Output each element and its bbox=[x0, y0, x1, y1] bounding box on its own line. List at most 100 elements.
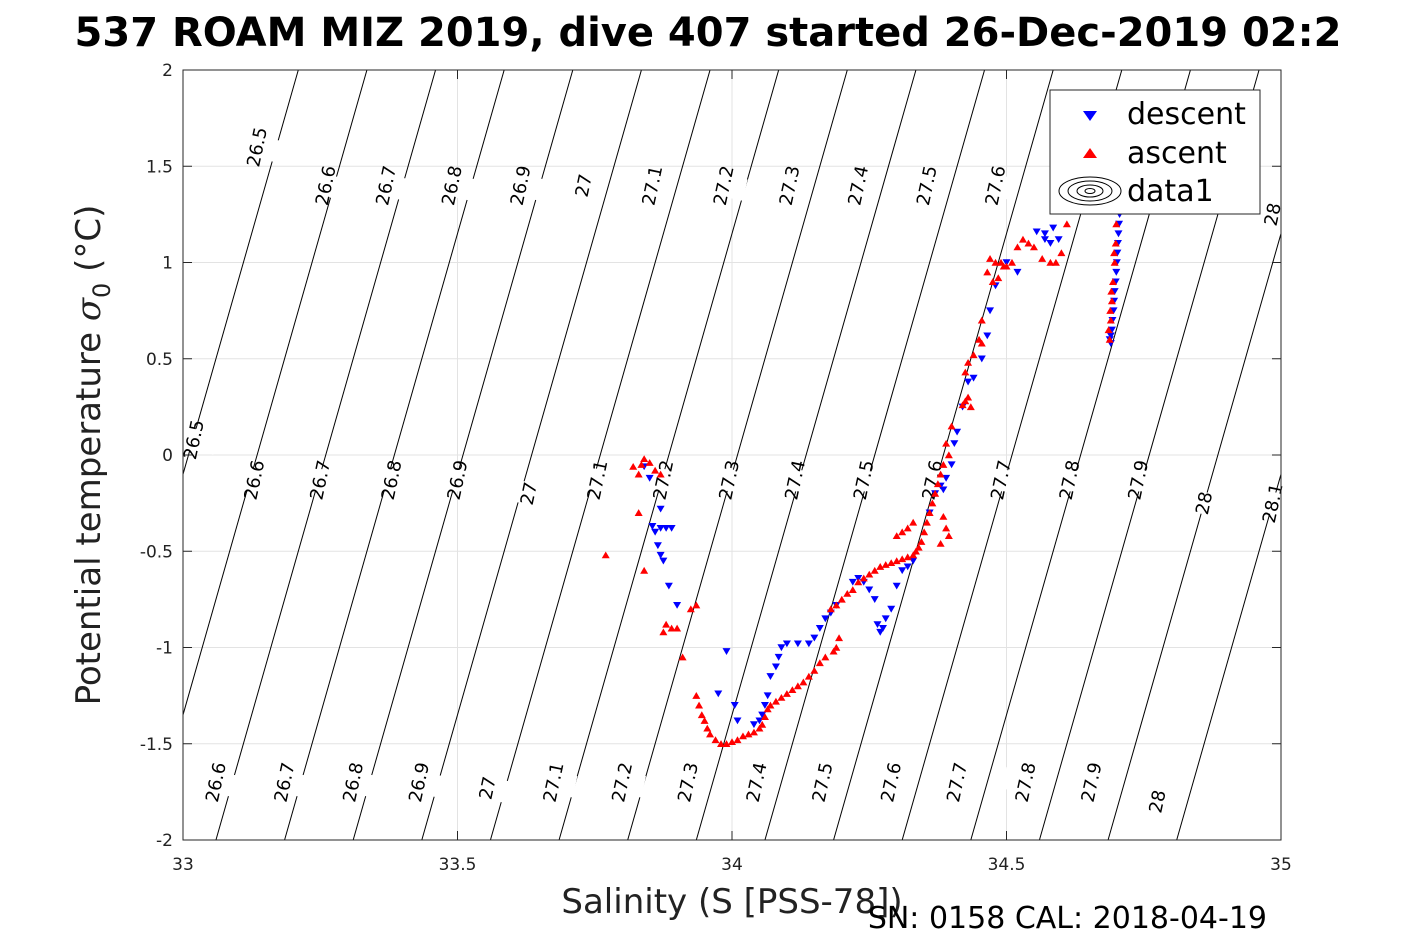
y-tick-label: -1.5 bbox=[140, 735, 173, 755]
descent-point bbox=[1106, 332, 1115, 340]
ascent-point bbox=[829, 647, 838, 655]
ascent-point bbox=[645, 459, 654, 466]
ascent-point bbox=[997, 258, 1006, 266]
ascent-point bbox=[903, 553, 912, 561]
ascent-point bbox=[1110, 249, 1119, 257]
y-axis-label-sigma: σ bbox=[69, 297, 109, 321]
ascent-point bbox=[939, 513, 948, 520]
descent-point bbox=[821, 615, 830, 623]
y-tick-label: 0 bbox=[162, 446, 173, 466]
y-tick-label: -0.5 bbox=[140, 542, 173, 562]
isopycnal-line bbox=[1107, 231, 1281, 840]
isopycnal-label-mask bbox=[1045, 464, 1094, 496]
isopycnal-line bbox=[833, 70, 1054, 840]
ascent-point bbox=[1038, 255, 1047, 262]
ascent-point bbox=[887, 559, 896, 566]
descent-point bbox=[1046, 240, 1055, 247]
isopycnal-label-mask bbox=[839, 464, 888, 496]
calibration-footer: SN: 0158 CAL: 2018-04-19 bbox=[868, 901, 1267, 936]
ascent-point bbox=[700, 717, 709, 724]
descent-point bbox=[722, 648, 731, 655]
ascent-point bbox=[1018, 235, 1027, 243]
ascent-point bbox=[673, 624, 682, 632]
ascent-point bbox=[1111, 239, 1120, 247]
isopycnal-label-mask bbox=[867, 766, 916, 798]
x-tick-label: 34.5 bbox=[988, 855, 1026, 875]
descent-point bbox=[656, 551, 665, 559]
ascent-point bbox=[917, 538, 926, 545]
ascent-point bbox=[848, 586, 857, 593]
ascent-point bbox=[1104, 326, 1113, 334]
isopycnal-label-mask bbox=[705, 464, 754, 496]
isopycnal-line bbox=[421, 70, 642, 840]
ascent-point bbox=[977, 316, 986, 324]
isopycnal-label-mask bbox=[559, 170, 608, 201]
descent-point bbox=[733, 717, 742, 725]
ascent-point bbox=[854, 578, 863, 586]
y-axis-label: Potential temperature σ0 (°C) bbox=[69, 205, 116, 706]
ascent-point bbox=[686, 605, 695, 613]
ascent-point bbox=[988, 278, 997, 285]
legend-box bbox=[1049, 89, 1261, 215]
ascent-point bbox=[983, 268, 992, 276]
ascent-point bbox=[1106, 316, 1115, 324]
ascent-point bbox=[667, 624, 676, 632]
isopycnal-label-mask bbox=[834, 170, 883, 201]
isopycnal-label-mask bbox=[1133, 786, 1182, 817]
ascent-point bbox=[1110, 258, 1119, 266]
descent-point bbox=[659, 557, 668, 565]
ascent-point bbox=[944, 451, 953, 459]
y-tick-label: 1 bbox=[162, 254, 173, 274]
ascent-point bbox=[843, 590, 852, 597]
ascent-point bbox=[678, 653, 687, 661]
ascent-point bbox=[1107, 297, 1116, 305]
legend-ascent-marker bbox=[1083, 148, 1097, 158]
isopycnal-label-mask bbox=[1067, 766, 1116, 798]
descent-point bbox=[673, 601, 682, 609]
ascent-point bbox=[898, 528, 907, 536]
ascent-point bbox=[920, 528, 929, 536]
ascent-point bbox=[966, 403, 975, 411]
ascent-point bbox=[659, 628, 668, 636]
isopycnal-label-mask bbox=[329, 766, 377, 798]
ascent-point bbox=[601, 551, 610, 559]
ascent-point bbox=[832, 643, 841, 651]
x-tick-label: 34 bbox=[721, 855, 743, 875]
ascent-point bbox=[771, 697, 780, 705]
legend: descent ascent data1 bbox=[1049, 89, 1261, 215]
descent-point bbox=[1013, 268, 1022, 276]
ascent-point bbox=[793, 682, 802, 690]
descent-point bbox=[1114, 230, 1123, 238]
isopycnal-line bbox=[764, 70, 986, 840]
isopycnal-label-mask bbox=[798, 766, 847, 798]
isopycnal-label-mask bbox=[977, 464, 1025, 496]
descent-point bbox=[653, 542, 662, 550]
isopycnal-label-mask bbox=[233, 131, 281, 163]
ascent-point bbox=[936, 470, 945, 478]
ascent-point bbox=[859, 574, 868, 582]
ascent-point bbox=[758, 720, 767, 728]
ascent-point bbox=[1062, 220, 1071, 228]
descent-point bbox=[730, 702, 739, 709]
ascent-point bbox=[821, 653, 830, 661]
descent-point bbox=[793, 640, 802, 648]
isopycnal-label-mask bbox=[301, 170, 350, 201]
ascent-point bbox=[755, 724, 764, 732]
ascent-point bbox=[656, 470, 665, 478]
ascent-point bbox=[634, 470, 643, 478]
isopycnal-label-mask bbox=[765, 170, 814, 201]
descent-point bbox=[774, 653, 783, 661]
y-tick-label: -1 bbox=[156, 639, 173, 659]
isopycnal-label: 28 bbox=[1145, 788, 1170, 815]
ascent-point bbox=[958, 401, 967, 409]
ascent-point bbox=[925, 509, 934, 516]
ascent-point bbox=[870, 566, 879, 574]
descent-point bbox=[950, 440, 959, 448]
descent-point bbox=[656, 505, 665, 513]
descent-point bbox=[782, 640, 791, 648]
ascent-point bbox=[881, 561, 890, 568]
isopycnal-label-mask bbox=[732, 766, 781, 798]
ascent-point bbox=[640, 455, 649, 463]
ascent-point bbox=[777, 693, 786, 701]
ascent-point bbox=[994, 274, 1003, 282]
